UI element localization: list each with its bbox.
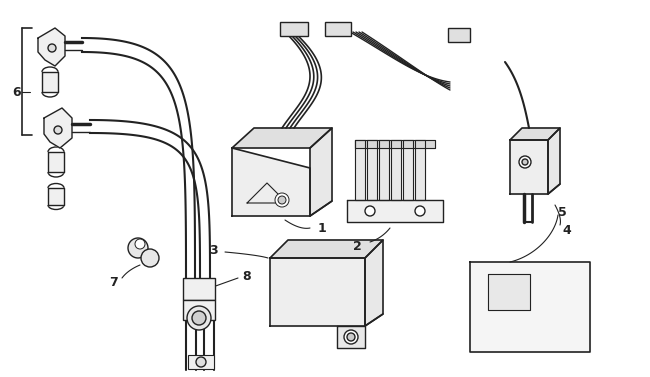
Polygon shape	[510, 140, 548, 194]
Circle shape	[344, 330, 358, 344]
Circle shape	[187, 306, 211, 330]
Circle shape	[192, 311, 206, 325]
Bar	[280, 22, 308, 36]
Bar	[188, 355, 214, 369]
Circle shape	[54, 126, 62, 134]
Polygon shape	[337, 326, 365, 348]
Polygon shape	[391, 140, 401, 200]
Polygon shape	[365, 240, 383, 326]
Bar	[448, 28, 470, 42]
Polygon shape	[270, 240, 383, 258]
Circle shape	[365, 206, 375, 216]
Text: 3: 3	[209, 244, 218, 256]
Circle shape	[48, 44, 56, 52]
Polygon shape	[415, 140, 425, 200]
Polygon shape	[510, 128, 560, 140]
Text: 1: 1	[318, 222, 327, 234]
Polygon shape	[310, 128, 332, 216]
Bar	[183, 300, 215, 320]
Circle shape	[519, 156, 531, 168]
Circle shape	[415, 206, 425, 216]
Polygon shape	[379, 140, 389, 200]
Text: 7: 7	[109, 276, 118, 288]
Circle shape	[347, 333, 355, 341]
Polygon shape	[355, 140, 365, 200]
Text: 4: 4	[562, 224, 571, 236]
Polygon shape	[48, 152, 64, 172]
Polygon shape	[232, 148, 310, 216]
Polygon shape	[38, 28, 65, 66]
Circle shape	[135, 239, 145, 249]
Text: 6: 6	[12, 86, 21, 98]
Text: 2: 2	[353, 239, 362, 253]
Text: 8: 8	[242, 270, 251, 282]
Polygon shape	[488, 274, 530, 310]
Polygon shape	[42, 72, 58, 92]
Polygon shape	[347, 200, 443, 222]
Circle shape	[278, 196, 286, 204]
Text: 5: 5	[558, 205, 567, 219]
Circle shape	[275, 193, 289, 207]
Polygon shape	[44, 108, 72, 148]
Polygon shape	[270, 258, 365, 326]
Polygon shape	[470, 262, 590, 352]
Circle shape	[141, 249, 159, 267]
Polygon shape	[548, 128, 560, 194]
Polygon shape	[232, 128, 332, 148]
Polygon shape	[48, 188, 64, 205]
Circle shape	[522, 159, 528, 165]
Circle shape	[196, 357, 206, 367]
Bar	[325, 22, 351, 36]
Polygon shape	[367, 140, 377, 200]
Polygon shape	[403, 140, 413, 200]
Bar	[183, 278, 215, 300]
Circle shape	[128, 238, 148, 258]
Polygon shape	[355, 140, 435, 148]
